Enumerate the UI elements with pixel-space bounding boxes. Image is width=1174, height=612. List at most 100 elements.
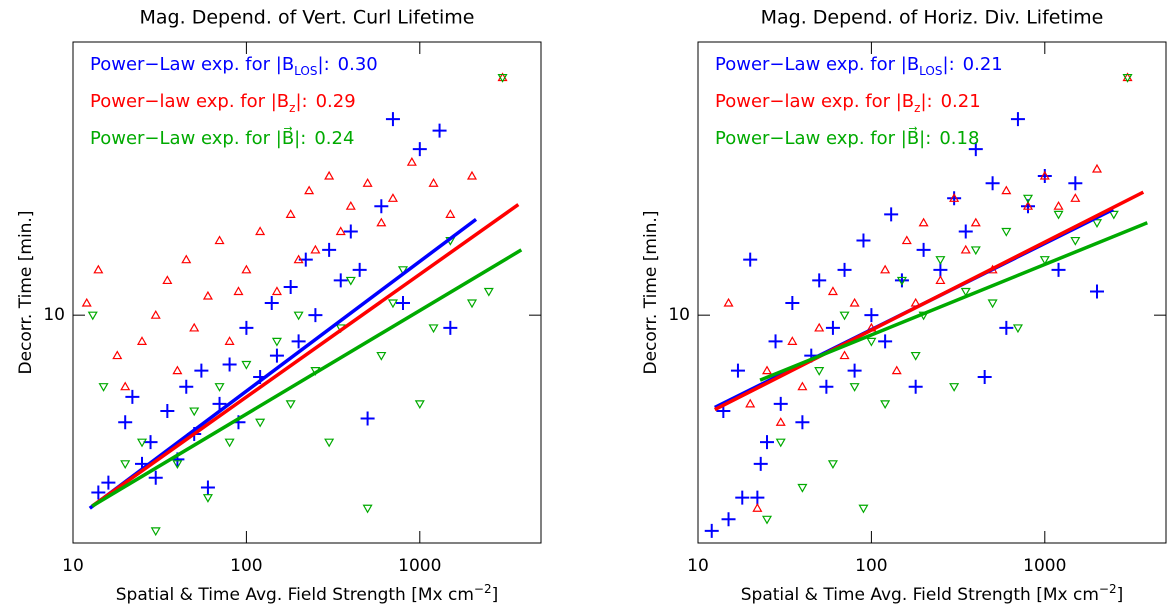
data-point xyxy=(483,287,494,297)
legend-label: Power−Law exp. for |B⃗ xyxy=(90,127,294,149)
data-point xyxy=(839,350,850,360)
data-point xyxy=(935,275,946,285)
legend-entry: Power−Law exp. for |B⃗|: 0.18 xyxy=(715,127,979,149)
panel: Mag. Depend. of Horiz. Div. Lifetime Spat… xyxy=(641,7,1167,605)
data-point xyxy=(795,415,810,430)
data-point xyxy=(849,383,860,392)
data-point xyxy=(269,348,284,363)
legend-label-sub: z xyxy=(914,101,920,115)
legend-label-end: |: xyxy=(943,54,955,75)
chart-title: Mag. Depend. of Vert. Curl Lifetime xyxy=(140,7,475,29)
data-point xyxy=(172,460,183,470)
legend-label: Power−Law exp. for |B xyxy=(715,54,919,75)
data-point xyxy=(345,276,356,286)
data-point xyxy=(916,242,931,257)
data-point xyxy=(773,396,788,411)
data-point xyxy=(333,273,348,288)
fit-line xyxy=(759,221,1148,382)
data-point xyxy=(933,262,948,277)
x-axis-label-end: ] xyxy=(1117,585,1124,605)
data-point xyxy=(958,224,973,239)
data-point xyxy=(949,383,960,392)
data-point xyxy=(704,523,719,538)
data-point xyxy=(241,360,252,370)
data-point xyxy=(150,309,161,319)
data-point xyxy=(162,275,173,285)
data-point xyxy=(308,308,323,323)
data-point xyxy=(160,404,175,419)
data-point xyxy=(335,226,346,236)
data-point xyxy=(1068,176,1083,191)
data-point xyxy=(120,460,131,470)
data-point xyxy=(362,178,373,187)
plot-frame xyxy=(697,41,1167,544)
x-tick-label: 1000 xyxy=(1023,556,1066,576)
legend-label-end: |: xyxy=(295,91,307,112)
data-point xyxy=(101,475,116,490)
y-tick-label: 10 xyxy=(43,305,65,325)
data-point xyxy=(179,379,194,394)
panel: Mag. Depend. of Vert. Curl Lifetime Spati… xyxy=(16,7,542,605)
data-point xyxy=(93,264,104,274)
data-point xyxy=(797,483,808,493)
data-point xyxy=(255,226,266,236)
data-point xyxy=(825,320,840,335)
data-point xyxy=(866,337,877,347)
legend-label: Power−law exp. for |B xyxy=(715,91,914,112)
data-point xyxy=(285,209,296,218)
data-point xyxy=(293,311,304,321)
data-point xyxy=(304,185,315,195)
data-point xyxy=(1022,194,1034,204)
data-point xyxy=(343,224,358,239)
data-point xyxy=(735,490,750,505)
data-point xyxy=(81,297,92,307)
data-point xyxy=(878,334,893,349)
data-point xyxy=(345,200,356,210)
data-point xyxy=(271,286,282,296)
data-point xyxy=(291,334,306,349)
data-point xyxy=(935,256,946,265)
data-point xyxy=(432,123,447,138)
data-point xyxy=(125,389,140,404)
fit-line xyxy=(91,248,523,508)
data-point xyxy=(880,400,891,410)
data-point xyxy=(1070,193,1081,202)
data-point xyxy=(896,276,907,286)
data-point xyxy=(743,252,758,267)
data-point xyxy=(118,415,133,430)
data-point xyxy=(181,254,192,264)
legend-exponent: 0.21 xyxy=(941,91,981,112)
data-point xyxy=(745,398,756,408)
data-point xyxy=(285,400,296,410)
legend-entry: Power−Law exp. for |BLOS|: 0.30 xyxy=(90,54,378,78)
data-point xyxy=(241,264,252,274)
data-point xyxy=(189,322,200,332)
data-point xyxy=(362,504,373,514)
data-point xyxy=(202,494,213,503)
data-point xyxy=(839,311,850,321)
legend-exponent: 0.21 xyxy=(963,54,1003,75)
data-point xyxy=(136,336,148,345)
data-point xyxy=(87,311,98,321)
data-point xyxy=(428,178,439,187)
data-point xyxy=(918,217,929,227)
data-point xyxy=(797,381,808,391)
data-point xyxy=(376,217,387,227)
y-tick-label: 10 xyxy=(668,305,690,325)
x-tick-label: 10 xyxy=(687,556,709,576)
data-point xyxy=(814,322,825,332)
data-point xyxy=(310,244,321,254)
data-point xyxy=(1022,200,1034,210)
data-point xyxy=(987,299,998,309)
data-point xyxy=(761,365,773,375)
data-point xyxy=(136,438,148,448)
data-point xyxy=(387,299,398,309)
y-axis-label: Decorr. Time [min.] xyxy=(641,211,661,375)
data-point xyxy=(443,320,458,335)
data-point xyxy=(985,176,1000,191)
fit-line xyxy=(714,190,1145,412)
data-point xyxy=(233,286,244,296)
x-axis-label-sup: −2 xyxy=(1099,582,1117,596)
data-point xyxy=(785,296,800,311)
data-point xyxy=(1012,324,1023,334)
